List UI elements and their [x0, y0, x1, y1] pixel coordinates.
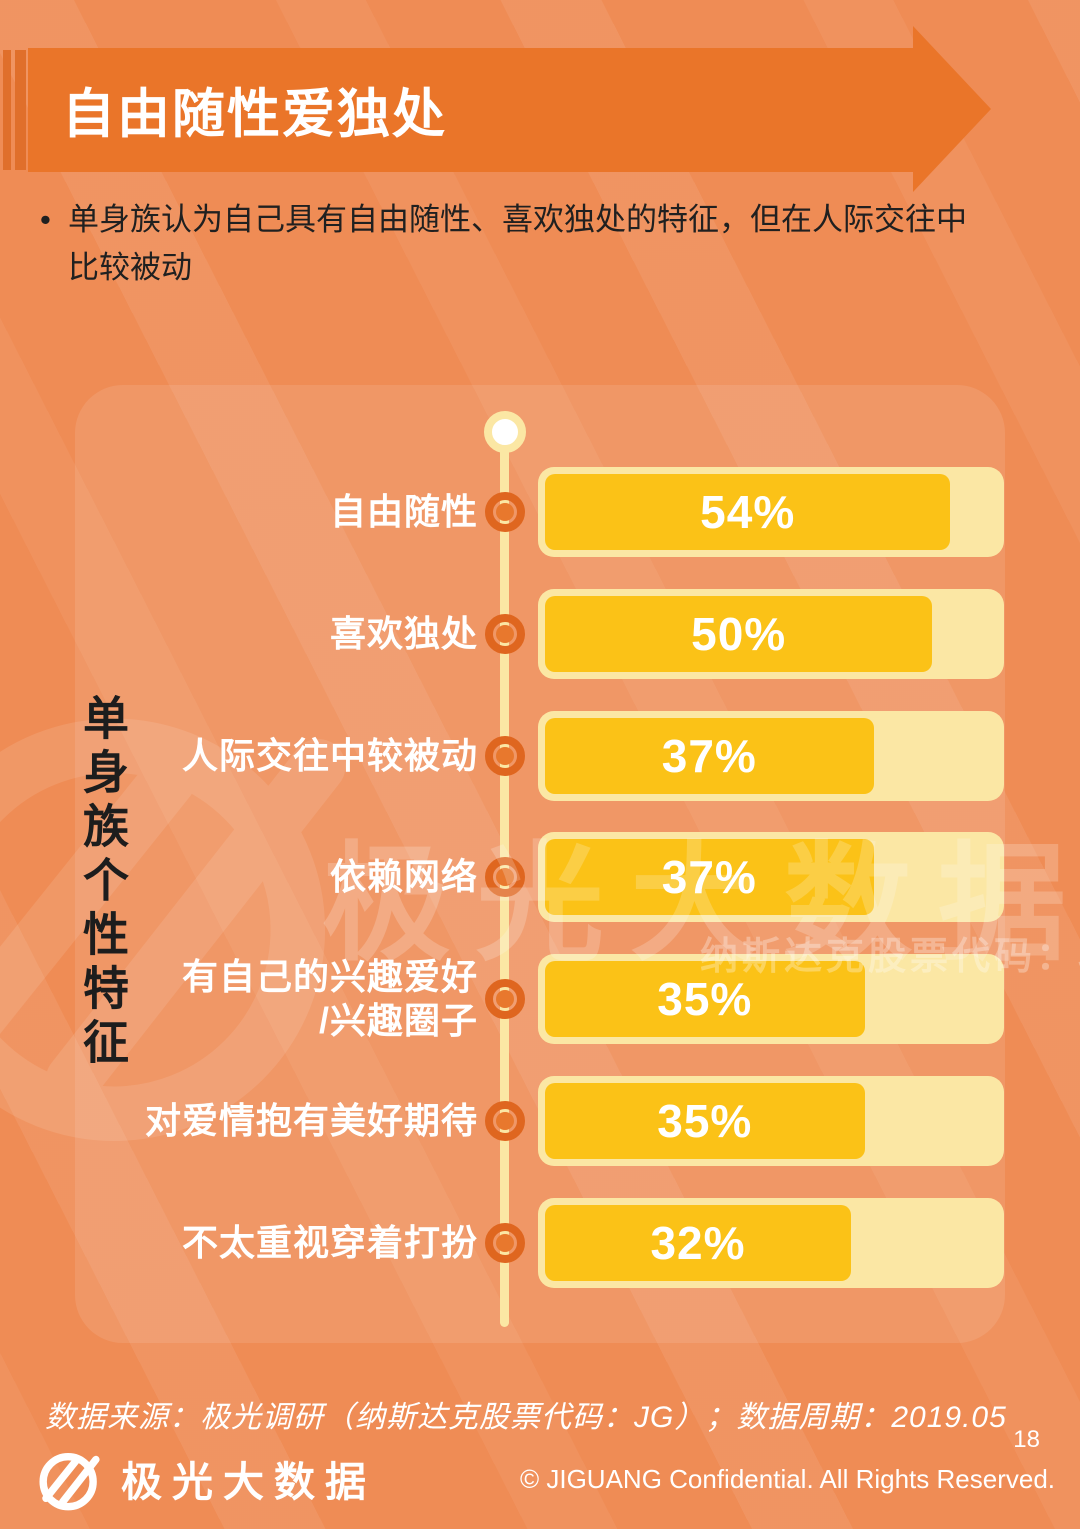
page-number: 18: [1013, 1426, 1040, 1453]
header-decor-bar: [15, 50, 26, 170]
category-label: 依赖网络: [329, 856, 478, 897]
timeline-node-icon: [485, 1101, 525, 1141]
chart-row: 有自己的兴趣爱好 /兴趣圈子 35%: [100, 954, 1004, 1044]
watermark-brand: 极光大数据: [322, 833, 1080, 976]
watermark-subtitle: 纳斯达克股票代码：JG: [700, 936, 1080, 978]
bar-value: 50%: [691, 608, 787, 660]
bar-value: 37%: [661, 851, 757, 903]
bullet-marker: •: [40, 202, 51, 237]
timeline-node-icon: [485, 979, 525, 1019]
timeline-node-icon: [485, 492, 525, 532]
bar-value: 54%: [700, 486, 796, 538]
chart-row: 喜欢独处 50%: [100, 589, 1004, 679]
bar-fill: 50%: [545, 596, 933, 672]
timeline-node-dot: [496, 503, 514, 521]
footer-logo: 极光大数据: [33, 1441, 376, 1515]
chart-row: 不太重视穿着打扮 32%: [100, 1198, 1004, 1288]
summary-line-1: 单身族认为自己具有自由随性、喜欢独处的特征，但在人际交往中: [68, 202, 967, 237]
timeline-start-icon: [484, 411, 526, 453]
timeline-node-dot: [496, 747, 514, 765]
jiguang-logo-watermark-icon: [0, 718, 346, 1141]
timeline-node-dot: [496, 868, 514, 886]
page-title: 自由随性爱独处: [62, 85, 447, 144]
chart-axis-title: 单身族个性特征: [77, 694, 129, 1072]
chart-row: 自由随性 54%: [100, 467, 1004, 557]
bar-track: 50%: [538, 589, 1004, 679]
timeline-node-icon: [485, 614, 525, 654]
category-label: 喜欢独处: [329, 613, 478, 654]
bar-fill: 54%: [545, 474, 951, 550]
category-label: 有自己的兴趣爱好 /兴趣圈子: [181, 956, 478, 1041]
bar-value: 32%: [650, 1217, 746, 1269]
bar-track: 35%: [538, 954, 1004, 1044]
bar-track: 37%: [538, 711, 1004, 801]
header-decor-bar: [3, 50, 11, 170]
bar-track: 32%: [538, 1198, 1004, 1288]
bar-value: 37%: [661, 730, 757, 782]
timeline-node-dot: [496, 1234, 514, 1252]
bar-fill: 37%: [545, 839, 874, 915]
category-label: 自由随性: [329, 491, 478, 532]
bar-fill: 35%: [545, 1083, 865, 1159]
bar-track: 35%: [538, 1076, 1004, 1166]
banner-arrow-icon: [913, 26, 991, 192]
timeline-node-icon: [485, 857, 525, 897]
chart-row: 人际交往中较被动 37%: [100, 711, 1004, 801]
timeline-node-dot: [496, 990, 514, 1008]
bar-value: 35%: [657, 973, 753, 1025]
summary-bullet: • 单身族认为自己具有自由随性、喜欢独处的特征，但在人际交往中 比较被动: [40, 196, 1000, 292]
chart-row: 对爱情抱有美好期待 35%: [100, 1076, 1004, 1166]
bar-fill: 32%: [545, 1205, 851, 1281]
timeline-node-dot: [496, 625, 514, 643]
timeline-node-icon: [485, 1223, 525, 1263]
category-label: 不太重视穿着打扮: [181, 1222, 478, 1263]
chart-row: 依赖网络 37%: [100, 832, 1004, 922]
summary-line-2: 比较被动: [68, 250, 192, 285]
title-banner: 自由随性爱独处: [28, 48, 913, 172]
bar-track: 54%: [538, 467, 1004, 557]
category-label: 人际交往中较被动: [181, 735, 478, 776]
summary-text: 单身族认为自己具有自由随性、喜欢独处的特征，但在人际交往中 比较被动: [68, 196, 967, 292]
footer-brand-name: 极光大数据: [121, 1459, 376, 1505]
jiguang-logo-icon: [39, 1453, 100, 1511]
bar-track: 37%: [538, 832, 1004, 922]
bar-fill: 35%: [545, 961, 865, 1037]
bar-value: 35%: [657, 1095, 753, 1147]
timeline-node-dot: [496, 1112, 514, 1130]
timeline-node-icon: [485, 736, 525, 776]
data-source-note: 数据来源：极光调研（纳斯达克股票代码：JG）；数据周期：2019.05: [45, 1401, 1007, 1434]
category-label: 对爱情抱有美好期待: [144, 1100, 478, 1141]
bar-fill: 37%: [545, 718, 874, 794]
copyright-text: © JIGUANG Confidential. All Rights Reser…: [519, 1464, 1055, 1494]
